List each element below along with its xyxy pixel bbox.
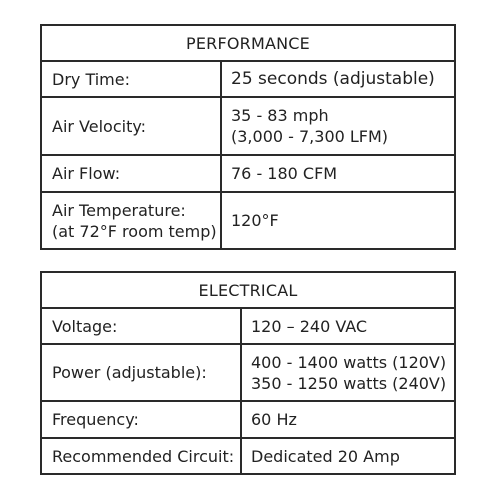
air-velocity-label: Air Velocity: xyxy=(52,116,147,136)
table-row: Air Velocity: 35 - 83 mph (3,000 - 7,300… xyxy=(40,96,456,156)
row-label: Air Flow: xyxy=(40,154,222,193)
dry-time-value: 25 seconds (adjustable) xyxy=(231,68,435,89)
air-velocity-value-mph: 35 - 83 mph xyxy=(231,106,329,125)
air-temperature-value: 120°F xyxy=(231,211,279,230)
row-value: 35 - 83 mph (3,000 - 7,300 LFM) xyxy=(220,96,456,156)
row-label: Air Velocity: xyxy=(40,96,222,156)
air-flow-label: Air Flow: xyxy=(52,164,121,183)
row-label: Recommended Circuit: xyxy=(40,437,242,475)
row-label: Air Temperature: (at 72°F room temp) xyxy=(40,191,222,250)
air-temperature-note: (at 72°F room temp) xyxy=(52,221,217,241)
air-flow-value: 76 - 180 CFM xyxy=(231,164,338,183)
air-velocity-value-lfm: (3,000 - 7,300 LFM) xyxy=(231,127,389,146)
power-label: Power (adjustable): xyxy=(52,363,207,382)
table-row: Power (adjustable): 400 - 1400 watts (12… xyxy=(40,343,457,402)
table-row: Air Flow: 76 - 180 CFM xyxy=(40,154,456,193)
row-value: 76 - 180 CFM xyxy=(220,154,456,193)
performance-table: PERFORMANCE Dry Time: 25 seconds (adjust… xyxy=(40,24,456,250)
row-value: 25 seconds (adjustable) xyxy=(220,60,456,98)
air-temperature-label: Air Temperature: xyxy=(52,200,186,220)
power-value-120v: 400 - 1400 watts (120V) xyxy=(251,352,447,372)
table-row: Voltage: 120 – 240 VAC xyxy=(40,307,457,345)
electrical-table: ELECTRICAL Voltage: 120 – 240 VAC Power … xyxy=(39,271,457,475)
dry-time-label: Dry Time: xyxy=(52,69,130,89)
power-value-240v: 350 - 1250 watts (240V) xyxy=(251,373,447,393)
table-row: Air Temperature: (at 72°F room temp) 120… xyxy=(40,191,456,250)
row-value: 120 – 240 VAC xyxy=(239,307,457,345)
row-label: Power (adjustable): xyxy=(40,343,242,402)
table-row: Recommended Circuit: Dedicated 20 Amp xyxy=(40,437,457,475)
performance-title: PERFORMANCE xyxy=(40,24,456,62)
voltage-value: 120 – 240 VAC xyxy=(251,316,368,336)
row-value: 120°F xyxy=(220,191,456,250)
electrical-title: ELECTRICAL xyxy=(39,271,457,309)
voltage-label: Voltage: xyxy=(52,316,118,336)
table-row: Dry Time: 25 seconds (adjustable) xyxy=(40,60,456,98)
row-label: Voltage: xyxy=(40,307,242,345)
electrical-header-row: ELECTRICAL xyxy=(39,271,457,309)
frequency-label: Frequency: xyxy=(52,410,139,429)
frequency-value: 60 Hz xyxy=(251,410,297,429)
row-label: Dry Time: xyxy=(40,60,222,98)
performance-header-row: PERFORMANCE xyxy=(40,24,456,62)
row-value: 400 - 1400 watts (120V) 350 - 1250 watts… xyxy=(239,343,457,402)
recommended-circuit-label: Recommended Circuit: xyxy=(52,446,235,466)
table-row: Frequency: 60 Hz xyxy=(40,400,457,439)
row-label: Frequency: xyxy=(40,400,242,439)
row-value: Dedicated 20 Amp xyxy=(239,437,457,475)
recommended-circuit-value: Dedicated 20 Amp xyxy=(251,446,400,466)
row-value: 60 Hz xyxy=(239,400,457,439)
